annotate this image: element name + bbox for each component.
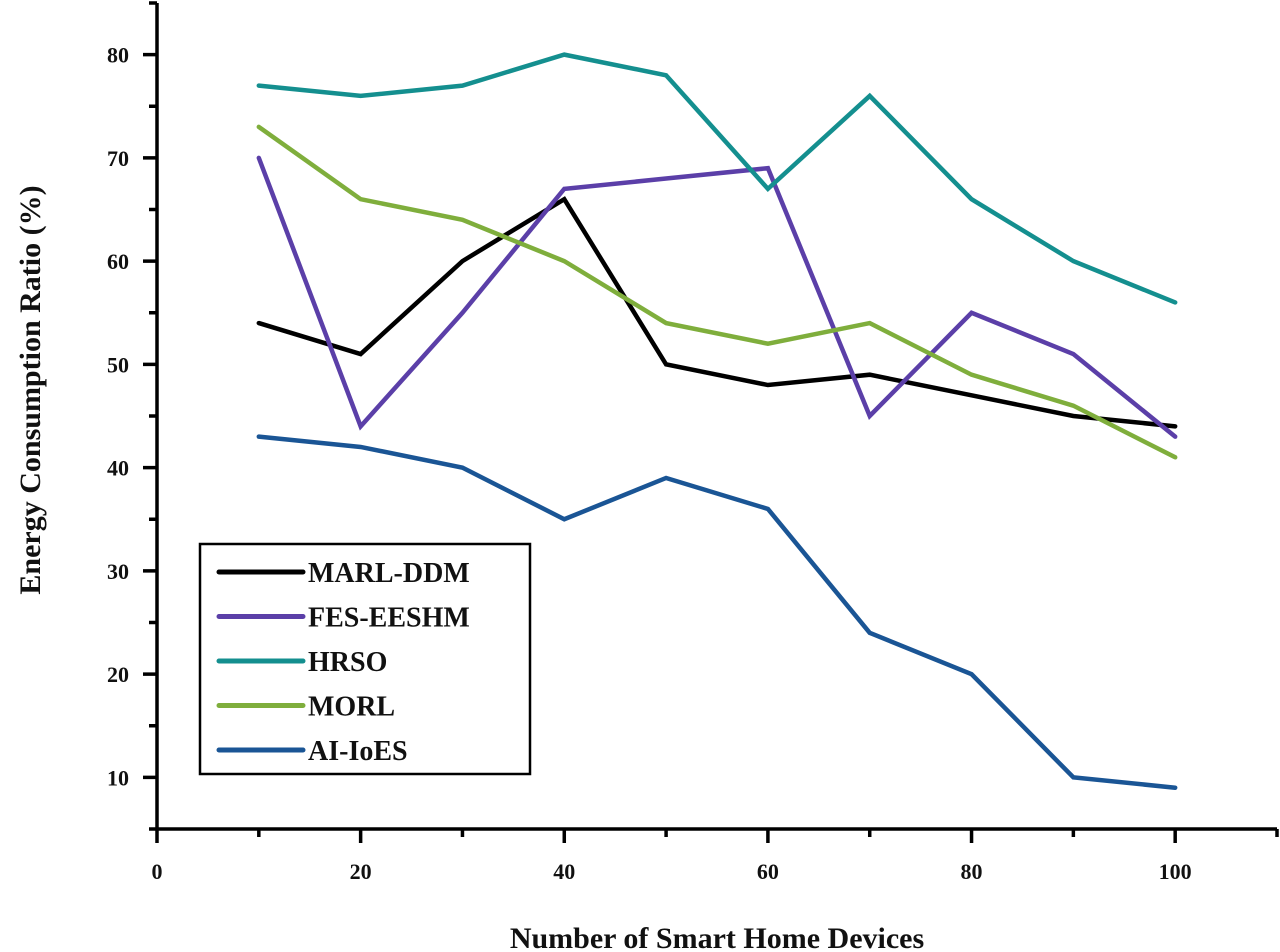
y-tick-label: 50 [107, 352, 129, 377]
x-tick-label: 60 [757, 859, 779, 884]
series-line-fes-eeshm [256, 155, 1178, 439]
y-tick-label: 40 [107, 456, 129, 481]
y-tick-label: 30 [107, 559, 129, 584]
legend-label-hrso: HRSO [308, 647, 387, 678]
ticks-layer: 10 20 30 40 50 60 70 80 0 20 40 60 80 100 [107, 1, 1279, 884]
legend-label-marl-ddm: MARL-DDM [308, 558, 470, 589]
series-line-hrso [256, 52, 1178, 305]
x-tick-label: 80 [961, 859, 983, 884]
y-tick-label: 70 [107, 146, 129, 171]
series-line-morl [256, 124, 1178, 460]
x-axis-title: Number of Smart Home Devices [510, 922, 924, 952]
x-tick-label: 0 [152, 859, 163, 884]
y-tick-label: 60 [107, 249, 129, 274]
series-line-ai-ioes [256, 434, 1178, 790]
legend-label-morl: MORL [308, 692, 395, 723]
series-line-marl-ddm [256, 196, 1178, 429]
legend-label-ai-ioes: AI-IoES [308, 736, 408, 767]
x-tick-label: 100 [1159, 859, 1192, 884]
x-tick-label: 40 [553, 859, 575, 884]
x-tick-label: 20 [350, 859, 372, 884]
y-axis-title: Energy Consumption Ratio (%) [14, 185, 47, 594]
y-tick-label: 80 [107, 43, 129, 68]
legend: MARL-DDM FES-EESHM HRSO MORL AI-IoES [198, 542, 532, 776]
legend-label-fes-eeshm: FES-EESHM [308, 603, 470, 634]
y-tick-label: 10 [107, 765, 129, 790]
y-tick-label: 20 [107, 662, 129, 687]
series-layer [256, 52, 1178, 790]
